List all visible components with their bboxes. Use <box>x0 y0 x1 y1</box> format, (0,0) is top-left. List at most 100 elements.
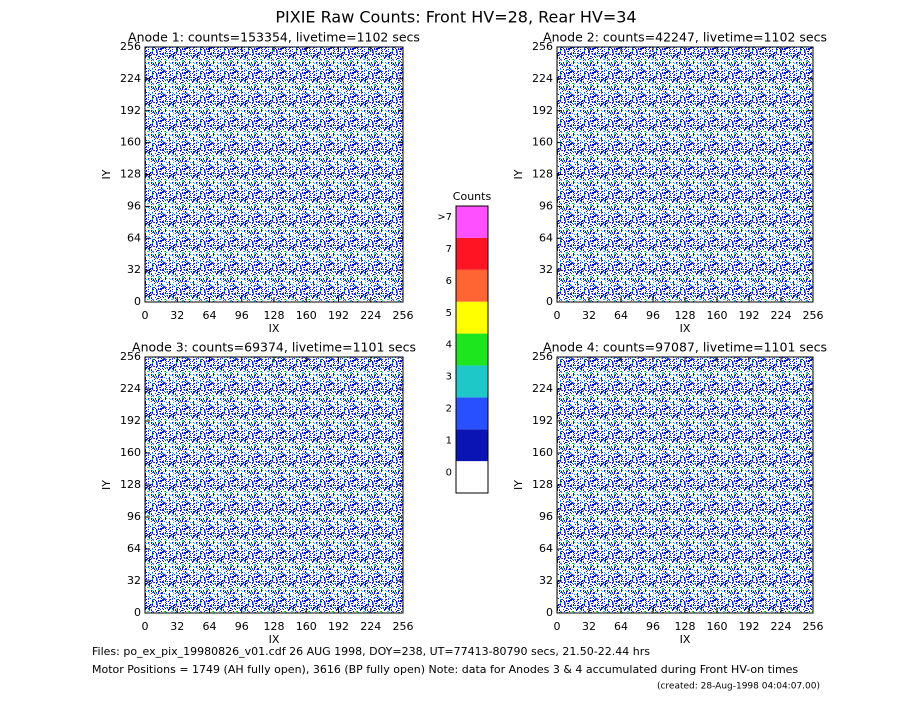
x-tick-label: 128 <box>264 309 285 322</box>
x-tick-label: 192 <box>739 620 760 633</box>
x-tick-label: 160 <box>296 620 317 633</box>
colorbar-swatch <box>456 269 488 302</box>
y-tick-label: 160 <box>120 136 141 149</box>
x-tick-label: 32 <box>170 620 184 633</box>
x-tick-label: 224 <box>771 309 792 322</box>
y-tick-label: 224 <box>120 72 141 85</box>
colorbar-swatch <box>456 461 488 493</box>
colorbar-frame <box>455 205 489 494</box>
panel-title: Anode 2: counts=42247, livetime=1102 sec… <box>543 30 827 45</box>
panel-title: Anode 4: counts=97087, livetime=1101 sec… <box>543 340 827 355</box>
x-tick-label: 256 <box>393 620 414 633</box>
y-tick-label: 0 <box>134 295 141 308</box>
x-tick-label: 32 <box>582 620 596 633</box>
image-texture <box>557 357 813 613</box>
y-tick-label: 256 <box>120 350 141 363</box>
x-tick-label: 128 <box>264 620 285 633</box>
colorbar-swatch <box>456 365 488 398</box>
colorbar-label: 6 <box>446 276 452 287</box>
x-tick-label: 224 <box>771 620 792 633</box>
x-axis-label: IX <box>269 322 280 335</box>
x-tick-label: 64 <box>203 620 217 633</box>
colorbar-label: 3 <box>446 372 452 383</box>
y-tick-label: 32 <box>127 574 141 587</box>
y-tick-label: 32 <box>539 263 553 276</box>
y-tick-label: 192 <box>532 414 553 427</box>
x-tick-label: 64 <box>614 620 628 633</box>
y-tick-label: 192 <box>120 104 141 117</box>
y-tick-label: 128 <box>532 168 553 181</box>
image-texture <box>557 47 813 302</box>
x-tick-label: 96 <box>646 309 660 322</box>
x-tick-label: 64 <box>614 309 628 322</box>
colorbar-label: 7 <box>446 244 452 255</box>
colorbar-swatch <box>456 429 488 462</box>
y-tick-label: 96 <box>127 510 141 523</box>
y-tick-label: 192 <box>532 104 553 117</box>
colorbar-swatch <box>456 206 488 238</box>
x-tick-label: 96 <box>235 620 249 633</box>
x-tick-label: 0 <box>142 309 149 322</box>
x-tick-label: 192 <box>739 309 760 322</box>
x-axis-label: IX <box>680 633 691 646</box>
x-tick-label: 256 <box>393 309 414 322</box>
colorbar-swatch <box>456 237 488 270</box>
panel-title: Anode 3: counts=69374, livetime=1101 sec… <box>132 340 416 355</box>
y-tick-label: 256 <box>532 40 553 53</box>
y-tick-label: 64 <box>539 231 553 244</box>
colorbar-swatch <box>456 301 488 334</box>
colorbar-label: 4 <box>446 340 452 351</box>
y-tick-label: 64 <box>127 231 141 244</box>
colorbar-label: 5 <box>446 308 452 319</box>
y-tick-label: 0 <box>134 606 141 619</box>
footer-note: Motor Positions = 1749 (AH fully open), … <box>92 663 798 676</box>
x-tick-label: 0 <box>554 620 561 633</box>
y-tick-label: 224 <box>532 382 553 395</box>
y-tick-label: 224 <box>120 382 141 395</box>
y-tick-label: 32 <box>127 263 141 276</box>
x-tick-label: 128 <box>675 620 696 633</box>
x-tick-label: 160 <box>707 309 728 322</box>
x-tick-label: 128 <box>675 309 696 322</box>
colorbar-label: 1 <box>446 435 452 446</box>
y-tick-label: 224 <box>532 72 553 85</box>
y-tick-label: 0 <box>546 606 553 619</box>
footer-files: Files: po_ex_pix_19980826_v01.cdf 26 AUG… <box>92 645 650 658</box>
y-tick-label: 96 <box>127 199 141 212</box>
y-tick-label: 160 <box>532 446 553 459</box>
y-axis-label: IY <box>512 169 525 179</box>
colorbar-label: 0 <box>446 467 452 478</box>
panel-title: Anode 1: counts=153354, livetime=1102 se… <box>128 30 420 45</box>
y-tick-label: 160 <box>532 136 553 149</box>
y-tick-label: 128 <box>532 478 553 491</box>
y-tick-label: 128 <box>120 478 141 491</box>
y-tick-label: 128 <box>120 168 141 181</box>
x-tick-label: 160 <box>707 620 728 633</box>
y-tick-label: 96 <box>539 199 553 212</box>
x-tick-label: 224 <box>360 309 381 322</box>
y-tick-label: 256 <box>120 40 141 53</box>
y-tick-label: 192 <box>120 414 141 427</box>
x-tick-label: 160 <box>296 309 317 322</box>
colorbar-label: >7 <box>437 212 452 223</box>
x-tick-label: 256 <box>803 620 824 633</box>
x-tick-label: 96 <box>235 309 249 322</box>
x-tick-label: 32 <box>582 309 596 322</box>
x-tick-label: 192 <box>328 620 349 633</box>
x-tick-label: 256 <box>803 309 824 322</box>
colorbar-swatch <box>456 333 488 366</box>
x-tick-label: 64 <box>203 309 217 322</box>
x-axis-label: IX <box>269 633 280 646</box>
image-texture <box>145 47 403 302</box>
x-tick-label: 192 <box>328 309 349 322</box>
colorbar-swatch <box>456 397 488 430</box>
colorbar-title: Counts <box>453 190 492 203</box>
y-tick-label: 96 <box>539 510 553 523</box>
x-tick-label: 0 <box>142 620 149 633</box>
y-tick-label: 0 <box>546 295 553 308</box>
y-axis-label: IY <box>100 480 113 490</box>
x-tick-label: 32 <box>170 309 184 322</box>
y-axis-label: IY <box>512 480 525 490</box>
y-tick-label: 160 <box>120 446 141 459</box>
